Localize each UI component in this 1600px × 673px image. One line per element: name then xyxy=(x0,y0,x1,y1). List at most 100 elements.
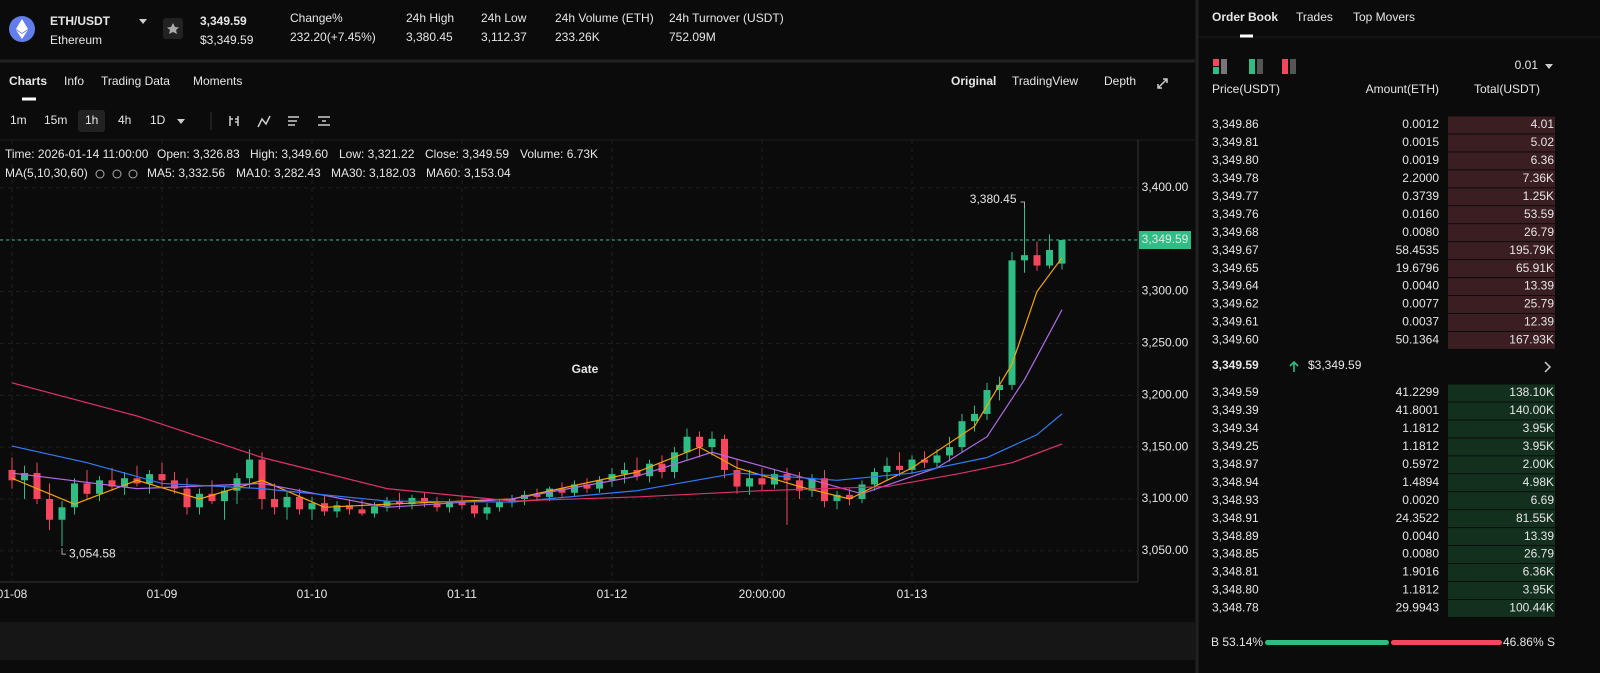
row-amount: 0.3739 xyxy=(1402,189,1439,203)
candle-body xyxy=(71,483,78,508)
tab[interactable]: Charts xyxy=(9,74,47,88)
high-label: 3,380.45 xyxy=(970,192,1017,206)
row-total: 100.44K xyxy=(1509,601,1554,615)
candle-body xyxy=(583,484,591,489)
row-total: 3.95K xyxy=(1523,421,1554,435)
candle-body xyxy=(96,480,103,494)
row-price[interactable]: 3,349.80 xyxy=(1212,153,1259,167)
stat-label: 24h Low xyxy=(481,11,527,25)
ohlc-info: Open: 3,326.83 xyxy=(157,147,240,161)
y-tick-label: 3,050.00 xyxy=(1142,543,1189,557)
row-amount: 1.1812 xyxy=(1402,439,1439,453)
row-price[interactable]: 3,349.25 xyxy=(1212,439,1259,453)
row-amount: 0.0037 xyxy=(1402,315,1439,329)
pair-name[interactable]: ETH/USDT xyxy=(50,14,111,28)
panel-tab[interactable]: Trades xyxy=(1296,10,1333,24)
row-price[interactable]: 3,348.85 xyxy=(1212,547,1259,561)
chevron[interactable] xyxy=(1544,361,1552,373)
interval[interactable]: 1h xyxy=(85,113,98,127)
caret[interactable] xyxy=(1545,64,1553,69)
row-price[interactable]: 3,349.61 xyxy=(1212,315,1259,329)
row-price[interactable]: 3,348.94 xyxy=(1212,475,1259,489)
depth-shade xyxy=(1448,384,1555,402)
row-price[interactable]: 3,349.64 xyxy=(1212,279,1259,293)
candle-body xyxy=(596,480,603,489)
interval[interactable]: 1m xyxy=(10,113,27,127)
tab[interactable]: Moments xyxy=(193,74,242,88)
row-price[interactable]: 3,349.78 xyxy=(1212,171,1259,185)
depth-shade xyxy=(1448,331,1555,349)
row-amount: 0.0015 xyxy=(1402,135,1439,149)
candle-body xyxy=(396,501,403,505)
row-price[interactable]: 3,349.59 xyxy=(1212,385,1259,399)
candle-body xyxy=(471,505,478,514)
row-price[interactable]: 3,349.39 xyxy=(1212,403,1259,417)
toolbar-icons[interactable] xyxy=(229,78,1168,128)
close-icon[interactable] xyxy=(128,169,138,179)
depth-shade xyxy=(1448,402,1555,420)
row-total: 3.95K xyxy=(1523,583,1554,597)
legend-entry: MA10: 3,282.43 xyxy=(236,166,321,180)
candle-body xyxy=(671,452,678,473)
panel-tab[interactable]: Order Book xyxy=(1212,10,1278,24)
row-price[interactable]: 3,348.80 xyxy=(1212,583,1259,597)
stat-value: 3,112.37 xyxy=(481,30,527,44)
candle-body xyxy=(1021,255,1028,261)
row-amount: 0.0020 xyxy=(1402,493,1439,507)
row-price[interactable]: 3,348.78 xyxy=(1212,601,1259,615)
row-price[interactable]: 3,348.93 xyxy=(1212,493,1259,507)
stat-label: 24h Volume (ETH) xyxy=(555,11,654,25)
candle-body xyxy=(1008,260,1016,385)
interval[interactable]: 15m xyxy=(44,113,67,127)
row-total: 13.39 xyxy=(1524,279,1554,293)
row-price[interactable]: 3,349.81 xyxy=(1212,135,1259,149)
row-price[interactable]: 3,349.67 xyxy=(1212,243,1259,257)
x-tick-label: 01-10 xyxy=(297,587,328,601)
depth-shade xyxy=(1448,134,1555,152)
caret[interactable] xyxy=(139,19,147,24)
row-price[interactable]: 3,349.34 xyxy=(1212,421,1259,435)
tab[interactable]: Trading Data xyxy=(101,74,170,88)
candle-body xyxy=(558,488,566,493)
ma-line xyxy=(11,309,1063,508)
candle-body xyxy=(83,483,91,494)
caret[interactable] xyxy=(177,119,185,124)
panel-tab[interactable]: Top Movers xyxy=(1353,10,1415,24)
row-price[interactable]: 3,349.76 xyxy=(1212,207,1259,221)
row-price[interactable]: 3,349.62 xyxy=(1212,297,1259,311)
candle-body xyxy=(33,473,41,499)
row-total: 3.95K xyxy=(1523,439,1554,453)
view-tab[interactable]: Depth xyxy=(1104,74,1136,88)
row-total: 167.93K xyxy=(1509,333,1554,347)
usd-price: $3,349.59 xyxy=(200,33,254,47)
row-price[interactable]: 3,348.91 xyxy=(1212,511,1259,525)
tab[interactable]: Info xyxy=(64,74,84,88)
interval[interactable]: 4h xyxy=(118,113,131,127)
row-price[interactable]: 3,348.97 xyxy=(1212,457,1259,471)
view-tab[interactable]: TradingView xyxy=(1012,74,1078,88)
y-tick-label: 3,150.00 xyxy=(1142,439,1189,453)
interval[interactable]: 1D xyxy=(150,113,166,127)
row-price[interactable]: 3,349.60 xyxy=(1212,333,1259,347)
candle-body xyxy=(808,478,816,491)
row-price[interactable]: 3,348.89 xyxy=(1212,529,1259,543)
view-tab[interactable]: Original xyxy=(951,74,996,88)
stat-value: 752.09M xyxy=(669,30,716,44)
row-amount: 0.0080 xyxy=(1402,547,1439,561)
depth-shade xyxy=(1448,260,1555,278)
precision[interactable]: 0.01 xyxy=(1515,58,1539,72)
settings-icon[interactable] xyxy=(112,169,122,179)
row-amount: 0.0040 xyxy=(1402,529,1439,543)
buy-ratio: B 53.14% xyxy=(1211,635,1263,649)
candle-body xyxy=(646,463,653,477)
visibility-icon[interactable] xyxy=(95,169,105,179)
mid-price: 3,349.59 xyxy=(1212,358,1259,372)
book-mode-icons[interactable] xyxy=(1213,59,1296,74)
row-price[interactable]: 3,349.68 xyxy=(1212,225,1259,239)
row-price[interactable]: 3,349.86 xyxy=(1212,117,1259,131)
row-price[interactable]: 3,349.65 xyxy=(1212,261,1259,275)
candle-body xyxy=(533,494,541,497)
row-price[interactable]: 3,349.77 xyxy=(1212,189,1259,203)
row-price[interactable]: 3,348.81 xyxy=(1212,565,1259,579)
